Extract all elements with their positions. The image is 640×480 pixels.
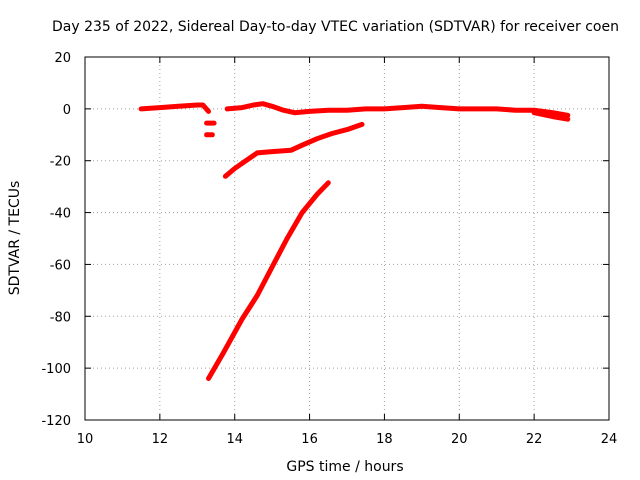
y-tick-label: -60 — [50, 258, 71, 273]
x-tick-label: 10 — [77, 432, 94, 447]
series-track-1 — [138, 102, 211, 114]
x-tick-label: 24 — [601, 432, 618, 447]
plot-frame — [84, 56, 610, 421]
x-tick-label: 16 — [301, 432, 318, 447]
x-tick-labels: 10 12 14 16 18 20 22 24 — [77, 432, 618, 447]
y-tick-labels: 20 0 -20 -40 -60 -80 -100 -120 — [41, 51, 71, 429]
x-tick-label: 18 — [376, 432, 393, 447]
chart-title: Day 235 of 2022, Sidereal Day-to-day VTE… — [52, 19, 619, 35]
series-track-5 — [531, 110, 571, 122]
series-track-6 — [222, 121, 365, 179]
y-tick-label: 20 — [54, 51, 71, 66]
y-tick-label: -80 — [50, 310, 71, 325]
axis-ticks — [84, 56, 610, 421]
x-axis-label: GPS time / hours — [286, 459, 403, 475]
y-axis-label: SDTVAR / TECUs — [7, 181, 23, 296]
x-tick-label: 12 — [152, 432, 169, 447]
data-series — [138, 101, 571, 381]
x-tick-label: 14 — [226, 432, 243, 447]
y-tick-label: 0 — [63, 103, 71, 118]
x-tick-label: 22 — [526, 432, 543, 447]
y-tick-label: -100 — [41, 362, 71, 377]
series-track-4 — [224, 101, 571, 118]
series-track-7 — [206, 180, 331, 381]
y-tick-label: -40 — [50, 207, 71, 222]
y-tick-label: -120 — [41, 414, 71, 429]
y-tick-label: -20 — [50, 155, 71, 170]
x-tick-label: 20 — [451, 432, 468, 447]
